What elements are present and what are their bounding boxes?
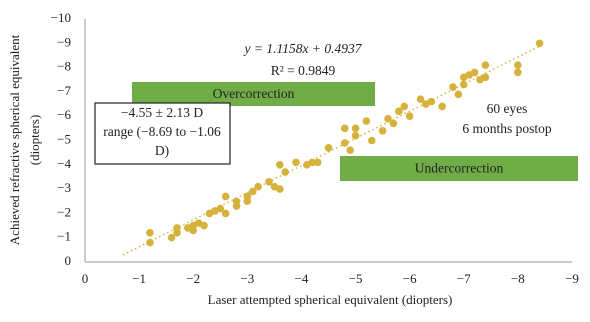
point: [276, 185, 284, 193]
point: [200, 221, 208, 230]
point: [367, 136, 376, 145]
y-tick-label: −3: [57, 180, 71, 195]
y-tick-label: −4: [57, 156, 71, 171]
y-tick-label: 0: [65, 253, 72, 268]
y-tick-label: −6: [57, 107, 71, 122]
point: [216, 204, 225, 213]
point: [389, 119, 398, 128]
note: 6 months postop: [462, 121, 552, 136]
point: [449, 83, 457, 91]
x-tick-label: −5: [349, 271, 363, 286]
point: [232, 202, 241, 210]
y-tick-label: −10: [51, 10, 71, 25]
y-tick-label: −1: [57, 229, 71, 244]
point: [395, 107, 403, 116]
point: [189, 226, 198, 235]
note: 60 eyes: [487, 101, 528, 116]
point: [248, 187, 257, 196]
point: [221, 192, 230, 201]
point: [173, 229, 181, 237]
region-band: [132, 82, 375, 106]
region-label: Undercorrection: [415, 161, 504, 176]
trendline: [122, 45, 540, 256]
point: [313, 158, 322, 167]
y-tick-label: −2: [57, 204, 71, 219]
point: [459, 80, 468, 89]
x-tick-label: −9: [565, 271, 579, 286]
x-tick-label: −2: [186, 271, 200, 286]
point: [454, 90, 463, 99]
stat-text: D): [155, 143, 169, 158]
x-tick-label: −3: [240, 271, 254, 286]
x-tick-label: −8: [511, 271, 525, 286]
point: [427, 97, 436, 106]
point: [281, 168, 290, 176]
point: [146, 238, 154, 247]
region-label: Overcorrection: [213, 86, 295, 101]
stat-text: range (−8.69 to −1.06: [103, 124, 221, 139]
stat-box: [94, 102, 231, 165]
point: [514, 61, 522, 69]
x-tick-label: −7: [457, 271, 471, 286]
point: [265, 178, 273, 186]
point: [221, 209, 230, 218]
point: [416, 95, 425, 103]
point: [324, 143, 333, 152]
point: [254, 182, 262, 191]
y-axis-label-line: Achieved refractive spherical equivalent: [7, 34, 22, 245]
point: [405, 112, 414, 120]
point: [400, 102, 409, 111]
point: [167, 233, 176, 242]
x-tick-label: 0: [82, 271, 89, 286]
stat-text: −4.55 ± 2.13 D: [121, 105, 203, 120]
y-tick-label: −8: [57, 59, 71, 74]
point: [378, 126, 387, 135]
x-tick-label: −6: [403, 271, 417, 286]
point: [535, 39, 544, 48]
point: [438, 102, 446, 111]
point: [146, 229, 154, 237]
point: [276, 161, 284, 169]
y-axis-label-line: (diopters): [27, 115, 42, 166]
point: [514, 68, 522, 77]
point: [243, 197, 252, 206]
point: [308, 158, 317, 167]
point: [351, 124, 360, 133]
point: [384, 114, 392, 123]
y-tick-label: −7: [57, 83, 71, 98]
x-tick-label: −4: [295, 271, 309, 286]
equation: y = 1.1158x + 0.4937: [243, 41, 363, 56]
point: [362, 117, 371, 125]
point: [340, 139, 349, 147]
point: [292, 158, 300, 167]
y-tick-label: −5: [57, 131, 71, 146]
point: [481, 73, 490, 82]
point: [470, 68, 479, 77]
region-band: [340, 156, 578, 181]
y-axis-label: Achieved refractive spherical equivalent…: [7, 34, 42, 245]
point: [340, 124, 349, 133]
x-tick-label: −1: [132, 271, 146, 286]
r-squared: R² = 0.9849: [271, 63, 336, 78]
point: [481, 61, 490, 69]
point: [346, 146, 354, 155]
y-tick-label: −9: [57, 34, 71, 49]
point: [351, 131, 360, 140]
x-axis-label: Laser attempted spherical equivalent (di…: [208, 292, 453, 307]
